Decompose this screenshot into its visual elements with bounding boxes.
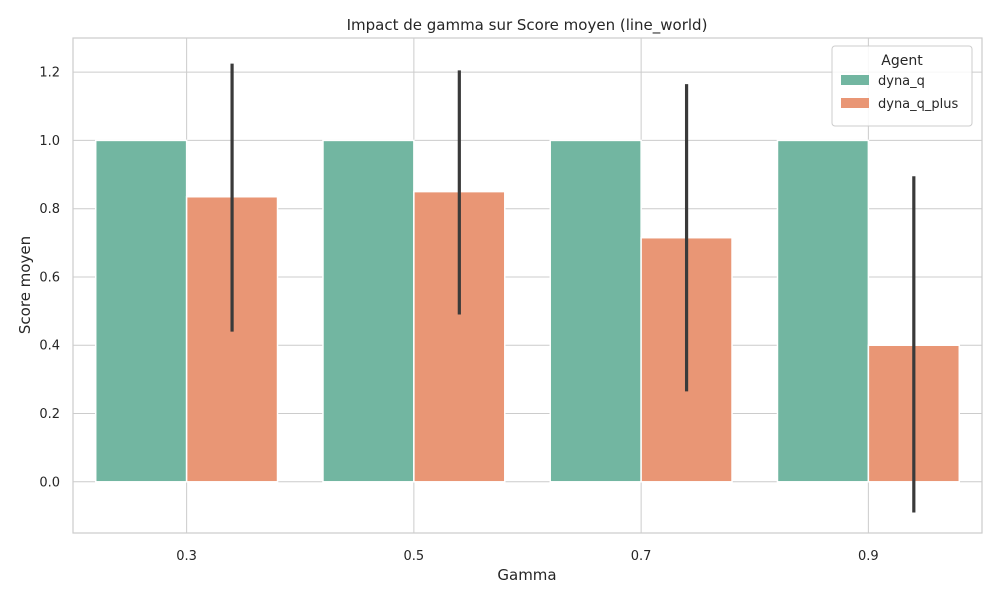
bar-dyna_q (549, 139, 642, 483)
bar-dyna_q (322, 139, 415, 483)
x-tick-label: 0.9 (858, 549, 879, 564)
bars (94, 139, 961, 483)
y-tick-label: 0.4 (39, 339, 60, 354)
bar-dyna_q (94, 139, 188, 483)
legend: Agent dyna_q dyna_q_plus (831, 45, 973, 127)
y-tick-label: 0.2 (39, 407, 60, 422)
y-tick-label: 0.6 (39, 270, 60, 285)
x-tick-label: 0.5 (404, 549, 425, 564)
y-axis-ticks: 0.0 0.2 0.4 0.6 0.8 1.0 1.2 (39, 66, 60, 491)
x-axis-ticks: 0.3 0.5 0.7 0.9 (176, 549, 878, 564)
y-tick-label: 1.0 (39, 134, 60, 149)
y-tick-label: 0.0 (39, 475, 60, 490)
y-axis-label: Score moyen (16, 236, 34, 334)
legend-label-dyna_q_plus: dyna_q_plus (878, 97, 959, 112)
plot-frame (72, 37, 983, 534)
bar-dyna_q (776, 139, 870, 483)
error-bars (230, 63, 916, 513)
y-tick-label: 1.2 (39, 66, 60, 81)
legend-label-dyna_q: dyna_q (878, 74, 925, 89)
legend-swatch-dyna_q (841, 75, 869, 85)
y-tick-label: 0.8 (39, 202, 60, 217)
x-axis-label: Gamma (497, 566, 556, 584)
x-tick-label: 0.7 (631, 549, 652, 564)
legend-title: Agent (881, 53, 923, 69)
x-tick-label: 0.3 (176, 549, 197, 564)
legend-swatch-dyna_q_plus (841, 98, 869, 108)
chart-title: Impact de gamma sur Score moyen (line_wo… (347, 16, 708, 35)
